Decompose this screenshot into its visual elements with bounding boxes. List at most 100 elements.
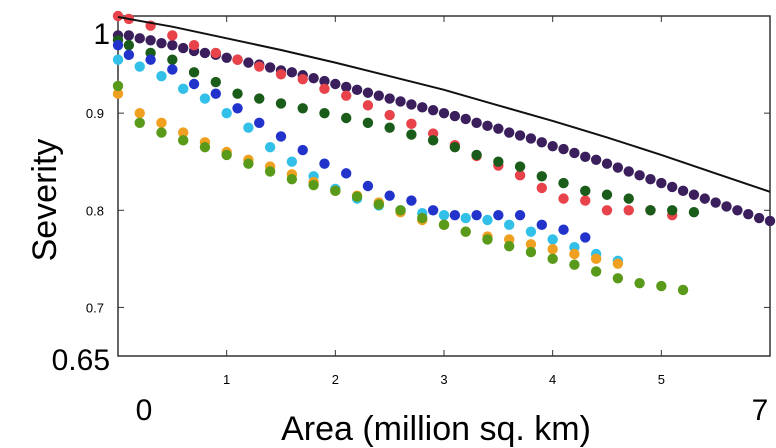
data-point [601, 205, 613, 216]
data-point [569, 259, 580, 270]
data-point [580, 232, 591, 243]
y-axis-label: Severity [26, 139, 64, 262]
data-point [341, 168, 352, 179]
data-point [123, 30, 135, 41]
data-point [319, 75, 330, 87]
data-point [286, 156, 298, 167]
data-point [645, 205, 656, 216]
data-point [482, 214, 493, 226]
data-point [612, 273, 624, 284]
data-point [297, 73, 308, 85]
data-point [210, 47, 221, 59]
data-point [362, 87, 374, 98]
data-point [297, 144, 308, 156]
data-point [438, 209, 450, 221]
data-point [504, 241, 515, 252]
data-point [199, 141, 211, 153]
data-point [493, 156, 504, 167]
data-point [536, 137, 547, 148]
data-point [243, 158, 254, 169]
data-point [112, 80, 124, 92]
data-point [601, 189, 613, 200]
data-point [221, 107, 232, 119]
series-3 [112, 35, 700, 218]
data-point [438, 219, 450, 231]
data-point [112, 10, 124, 22]
data-point [493, 123, 504, 134]
data-point [123, 39, 135, 51]
data-point [275, 98, 287, 109]
data-point [580, 151, 591, 163]
series-6 [112, 88, 624, 269]
data-point [623, 205, 634, 216]
data-point [373, 90, 384, 101]
data-point [384, 93, 395, 104]
data-point [460, 212, 471, 224]
data-point [319, 107, 330, 119]
data-point [286, 67, 298, 78]
data-point [688, 207, 700, 218]
data-point [536, 219, 547, 231]
data-point [362, 100, 374, 111]
data-point [188, 78, 200, 90]
data-point [341, 90, 352, 101]
data-point [134, 33, 145, 44]
data-point [580, 195, 591, 206]
data-point [580, 185, 591, 197]
data-point [438, 107, 450, 119]
data-point [221, 52, 232, 63]
data-point [297, 103, 308, 114]
fit-line [117, 16, 771, 193]
data-point [254, 61, 265, 72]
data-point [351, 191, 363, 202]
data-point [471, 149, 482, 161]
x-tick-label: 3 [440, 372, 447, 387]
data-point [178, 127, 189, 138]
data-point [232, 88, 243, 99]
data-point [547, 253, 558, 265]
data-point [199, 93, 211, 104]
y-tick-label: 0.9 [86, 106, 104, 121]
data-point [308, 72, 319, 84]
x-axis-label: Area (million sq. km) [281, 410, 591, 448]
data-point [590, 154, 602, 165]
data-point [319, 83, 330, 95]
data-point [362, 117, 374, 129]
data-point [427, 135, 439, 146]
data-point [764, 215, 776, 227]
series-4 [112, 39, 591, 243]
data-point [319, 158, 330, 169]
data-point [178, 135, 189, 146]
data-point [590, 253, 602, 265]
data-point [558, 143, 569, 155]
data-point [112, 39, 124, 51]
data-point [482, 120, 493, 131]
data-point [384, 122, 395, 133]
data-point [275, 69, 287, 80]
data-point [406, 99, 417, 110]
data-point [634, 170, 645, 181]
data-point [112, 88, 124, 99]
data-point [210, 88, 221, 99]
data-point [264, 62, 276, 73]
data-point [286, 174, 298, 185]
data-point [471, 209, 482, 221]
data-point [156, 127, 167, 138]
data-point [417, 212, 428, 224]
data-point [254, 93, 265, 104]
data-point [406, 118, 417, 130]
data-point [264, 166, 276, 177]
data-point [449, 110, 461, 122]
data-point [601, 158, 613, 169]
data-point [667, 205, 678, 216]
data-point [710, 197, 721, 208]
data-point [395, 96, 406, 107]
data-point [178, 42, 189, 54]
data-point [362, 180, 374, 192]
data-point [623, 166, 634, 177]
data-point [471, 117, 482, 129]
axis-ticks: 0 1 2 3 4 5 7 0.65 0.7 0.8 0.9 1 [52, 15, 771, 427]
x-tick-label: 4 [549, 372, 556, 387]
data-point [460, 226, 471, 237]
